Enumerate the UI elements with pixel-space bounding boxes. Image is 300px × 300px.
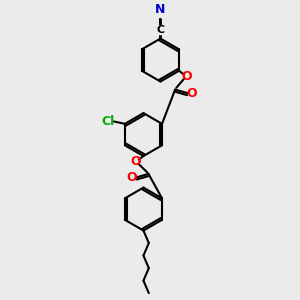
Text: O: O [127, 171, 137, 184]
Text: O: O [187, 87, 197, 100]
Text: C: C [156, 25, 164, 35]
Text: N: N [155, 3, 166, 16]
Text: O: O [131, 155, 141, 168]
Text: O: O [181, 70, 192, 83]
Text: Cl: Cl [101, 115, 115, 128]
